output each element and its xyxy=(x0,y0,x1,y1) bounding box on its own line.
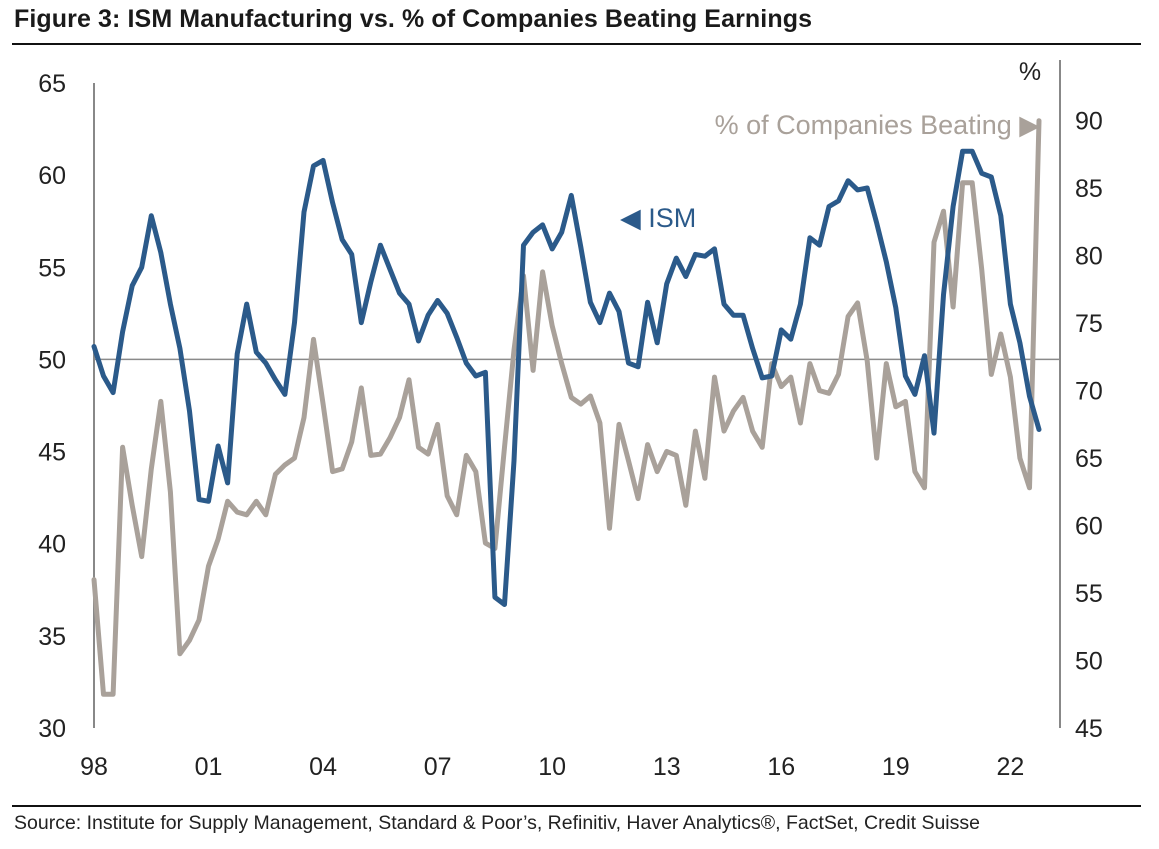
chart-plot xyxy=(91,118,1042,697)
y-right-tick-label: 65 xyxy=(1075,445,1103,473)
y-right-tick-label: 55 xyxy=(1075,580,1103,608)
chart-axes: 30 35 40 45 50 55 60 65 45 50 55 60 65 70 75 80 85 90% 98 0… xyxy=(38,58,1103,781)
y-right-tick-label: 90 xyxy=(1075,108,1103,136)
x-tick-label: 98 xyxy=(80,753,108,781)
title-divider xyxy=(12,43,1141,45)
y-left-tick-label: 35 xyxy=(38,623,66,651)
beat-pct-series-line xyxy=(91,118,1042,697)
x-tick-label: 10 xyxy=(538,753,566,781)
y-left-tick-label: 45 xyxy=(38,439,66,467)
y-right-tick-label: 50 xyxy=(1075,648,1103,676)
y-left-tick-label: 40 xyxy=(38,531,66,559)
ism-series-label: ◀ ISM xyxy=(620,203,696,233)
x-tick-label: 22 xyxy=(996,753,1024,781)
x-tick-label: 07 xyxy=(424,753,452,781)
y-left-tick-label: 55 xyxy=(38,254,66,282)
y-left-tick-label: 60 xyxy=(38,162,66,190)
y-left-tick-label: 65 xyxy=(38,70,66,98)
y-right-tick-label: 85 xyxy=(1075,175,1103,203)
y-left-tick-label: 30 xyxy=(38,715,66,743)
y-right-tick-label: 60 xyxy=(1075,513,1103,541)
y-right-tick-label: 75 xyxy=(1075,310,1103,338)
chart-series-labels: ◀ ISM % of Companies Beating ▶ xyxy=(620,110,1040,233)
y-left-tick-label: 50 xyxy=(38,346,66,374)
y-right-tick-label: 70 xyxy=(1075,378,1103,406)
source-note: Source: Institute for Supply Management,… xyxy=(14,812,980,834)
x-tick-label: 16 xyxy=(767,753,795,781)
ism-series-line xyxy=(91,148,1042,607)
y-right-tick-label: 80 xyxy=(1075,243,1103,271)
y-right-axis-label: % xyxy=(1019,58,1041,86)
x-tick-label: 13 xyxy=(653,753,681,781)
y-right-tick-label: 45 xyxy=(1075,715,1103,743)
source-divider xyxy=(12,805,1141,807)
x-tick-label: 19 xyxy=(882,753,910,781)
beat-series-label: % of Companies Beating ▶ xyxy=(715,110,1041,140)
x-tick-label: 01 xyxy=(195,753,223,781)
x-tick-label: 04 xyxy=(309,753,337,781)
chart-title: Figure 3: ISM Manufacturing vs. % of Com… xyxy=(14,5,813,33)
